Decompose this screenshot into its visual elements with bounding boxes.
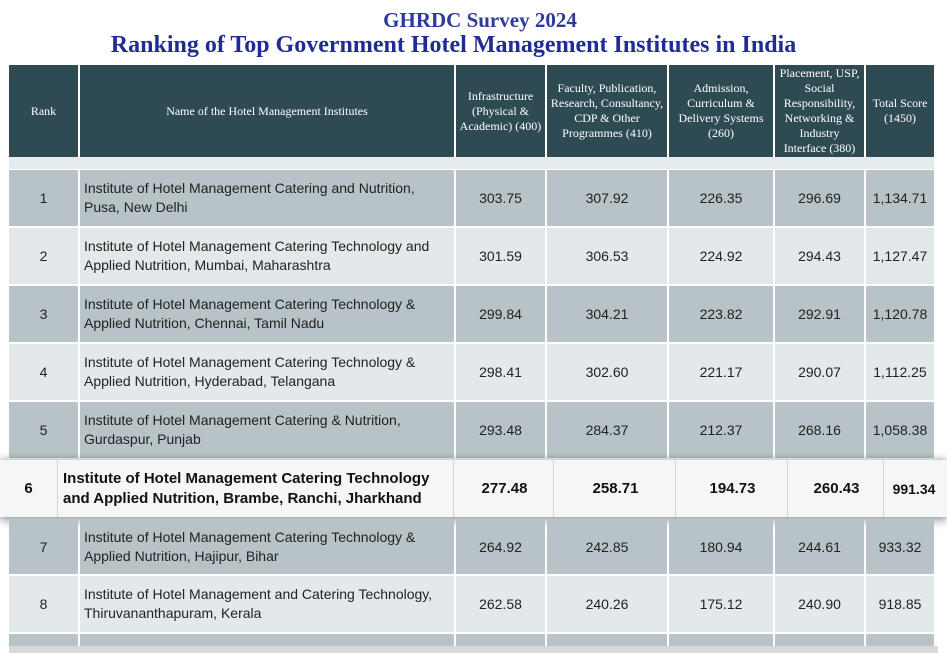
- header-placement: Placement, USP, Social Responsibility, N…: [775, 65, 864, 157]
- admission-cell: 223.82: [669, 286, 773, 342]
- faculty-cell: 304.21: [547, 286, 667, 342]
- infrastructure-cell: 301.59: [456, 228, 545, 284]
- total-score-cell: 1,120.78: [866, 286, 934, 342]
- admission-cell: 224.92: [669, 228, 773, 284]
- total-score-cell: 991.34: [892, 480, 936, 497]
- header-infrastructure: Infrastructure (Physical & Academic) (40…: [456, 65, 545, 157]
- rank-cell: 6: [0, 460, 58, 517]
- placement-cell: 290.07: [775, 344, 864, 400]
- admission-cell: 212.37: [669, 402, 773, 458]
- total-score-cell: 1,058.38: [866, 402, 934, 458]
- faculty-cell: 284.37: [547, 402, 667, 458]
- institute-name-cell: Institute of Hotel Management Catering T…: [80, 286, 454, 342]
- institute-name-cell: Institute of Hotel Management Catering a…: [80, 170, 454, 226]
- admission-cell: 194.73: [678, 460, 788, 517]
- placement-cell: 244.61: [775, 519, 864, 574]
- infrastructure-cell: 293.48: [456, 402, 545, 458]
- institute-name-cell: Institute of Hotel Management Catering T…: [59, 460, 454, 517]
- total-score-cell: 1,112.25: [866, 344, 934, 400]
- rank-cell: 3: [9, 286, 78, 342]
- institute-name-cell: Institute of Hotel Management Catering T…: [80, 519, 454, 574]
- institute-name-cell: [80, 634, 454, 646]
- faculty-cell: 258.71: [556, 460, 676, 517]
- infrastructure-cell: [456, 634, 545, 646]
- faculty-cell: 306.53: [547, 228, 667, 284]
- ranking-title: Ranking of Top Government Hotel Manageme…: [110, 32, 797, 58]
- institute-name-cell: Institute of Hotel Management Catering T…: [80, 344, 454, 400]
- placement-cell: [775, 634, 864, 646]
- placement-cell: 296.69: [775, 170, 864, 226]
- horizontal-scrollbar[interactable]: [9, 646, 938, 653]
- placement-cell: 294.43: [775, 228, 864, 284]
- rank-cell: 4: [9, 344, 78, 400]
- rank-cell: 5: [9, 402, 78, 458]
- infrastructure-cell: 277.48: [456, 460, 554, 517]
- header-name: Name of the Hotel Management Institutes: [80, 65, 454, 157]
- institute-name-cell: Institute of Hotel Management Catering T…: [80, 228, 454, 284]
- institute-name-cell: Institute of Hotel Management Catering &…: [80, 402, 454, 458]
- rank-cell: 2: [9, 228, 78, 284]
- total-score-cell: 918.85: [866, 576, 934, 632]
- rank-cell: 8: [9, 576, 78, 632]
- rank-cell: 1: [9, 170, 78, 226]
- faculty-cell: 242.85: [547, 519, 667, 574]
- total-score-cell: 1,127.47: [866, 228, 934, 284]
- rank-cell: [9, 634, 78, 646]
- admission-cell: 175.12: [669, 576, 773, 632]
- faculty-cell: 240.26: [547, 576, 667, 632]
- infrastructure-cell: 303.75: [456, 170, 545, 226]
- placement-cell: 240.90: [775, 576, 864, 632]
- survey-title: GHRDC Survey 2024: [383, 8, 577, 32]
- header-total: Total Score (1450): [866, 65, 934, 157]
- placement-cell: 268.16: [775, 402, 864, 458]
- total-score-cell: [866, 634, 934, 646]
- header-admission: Admission, Curriculum & Delivery Systems…: [669, 65, 773, 157]
- total-score-cell: 1,134.71: [866, 170, 934, 226]
- admission-cell: 226.35: [669, 170, 773, 226]
- infrastructure-cell: 299.84: [456, 286, 545, 342]
- highlighted-table-row: 6 Institute of Hotel Management Catering…: [0, 460, 947, 517]
- infrastructure-cell: 298.41: [456, 344, 545, 400]
- header-faculty: Faculty, Publication, Research, Consulta…: [547, 65, 667, 157]
- institute-name-cell: Institute of Hotel Management and Cateri…: [80, 576, 454, 632]
- header-spacer: [9, 157, 934, 169]
- admission-cell: 180.94: [669, 519, 773, 574]
- faculty-cell: 307.92: [547, 170, 667, 226]
- faculty-cell: 302.60: [547, 344, 667, 400]
- total-score-cell: 933.32: [866, 519, 934, 574]
- admission-cell: 221.17: [669, 344, 773, 400]
- header-rank: Rank: [9, 65, 78, 157]
- infrastructure-cell: 262.58: [456, 576, 545, 632]
- admission-cell: [669, 634, 773, 646]
- rank-cell: 7: [9, 519, 78, 574]
- placement-cell: 292.91: [775, 286, 864, 342]
- faculty-cell: [547, 634, 667, 646]
- infrastructure-cell: 264.92: [456, 519, 545, 574]
- placement-cell: 260.43: [790, 460, 884, 517]
